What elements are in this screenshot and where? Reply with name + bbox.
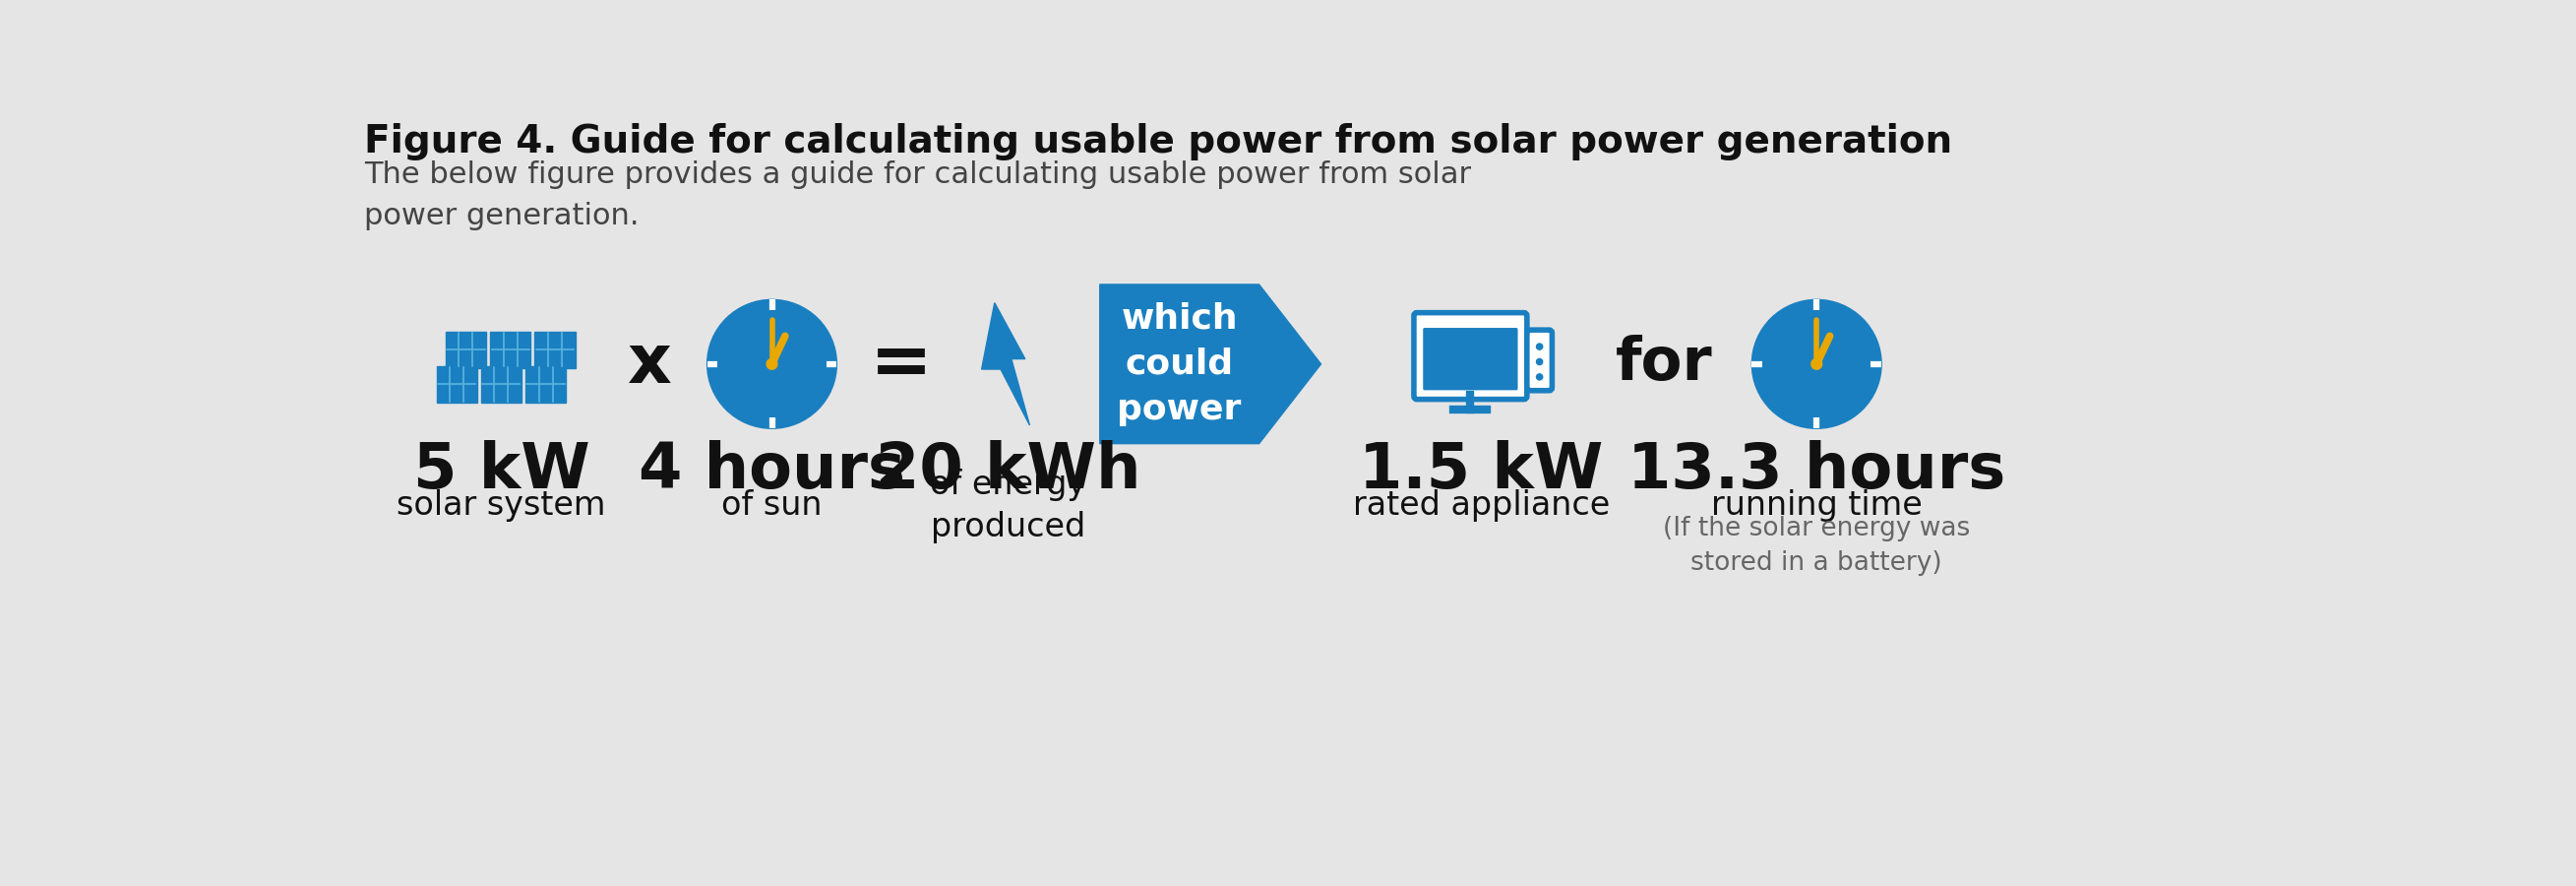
- Polygon shape: [533, 331, 574, 369]
- Text: which
could
power: which could power: [1118, 302, 1242, 426]
- Text: The below figure provides a guide for calculating usable power from solar
power : The below figure provides a guide for ca…: [363, 161, 1471, 230]
- Text: 13.3 hours: 13.3 hours: [1628, 439, 2007, 501]
- Text: of sun: of sun: [721, 490, 822, 522]
- Circle shape: [768, 359, 778, 369]
- Text: rated appliance: rated appliance: [1352, 490, 1610, 522]
- Polygon shape: [489, 331, 531, 369]
- Circle shape: [1535, 374, 1543, 380]
- FancyBboxPatch shape: [1528, 330, 1553, 391]
- Text: 20 kWh: 20 kWh: [876, 439, 1141, 501]
- FancyBboxPatch shape: [1414, 313, 1528, 400]
- Polygon shape: [526, 366, 567, 403]
- Circle shape: [1811, 359, 1821, 369]
- Polygon shape: [981, 303, 1030, 425]
- Text: (If the solar energy was
stored in a battery): (If the solar energy was stored in a bat…: [1664, 516, 1971, 576]
- Text: 4 hours: 4 hours: [639, 439, 904, 501]
- Text: x: x: [629, 331, 672, 397]
- Polygon shape: [482, 366, 520, 403]
- Circle shape: [1752, 299, 1880, 429]
- Circle shape: [1535, 344, 1543, 350]
- Text: 5 kW: 5 kW: [412, 439, 590, 501]
- Text: solar system: solar system: [397, 490, 605, 522]
- Polygon shape: [446, 331, 487, 369]
- Text: running time: running time: [1710, 490, 1922, 522]
- FancyBboxPatch shape: [1422, 328, 1517, 390]
- Polygon shape: [1100, 284, 1321, 444]
- Circle shape: [1535, 359, 1543, 365]
- Text: Figure 4. Guide for calculating usable power from solar power generation: Figure 4. Guide for calculating usable p…: [363, 123, 1953, 160]
- Text: 1.5 kW: 1.5 kW: [1360, 439, 1602, 501]
- Polygon shape: [435, 366, 477, 403]
- Text: =: =: [871, 328, 933, 400]
- Text: of energy
produced: of energy produced: [930, 468, 1087, 543]
- Text: for: for: [1615, 335, 1713, 393]
- Circle shape: [706, 299, 837, 429]
